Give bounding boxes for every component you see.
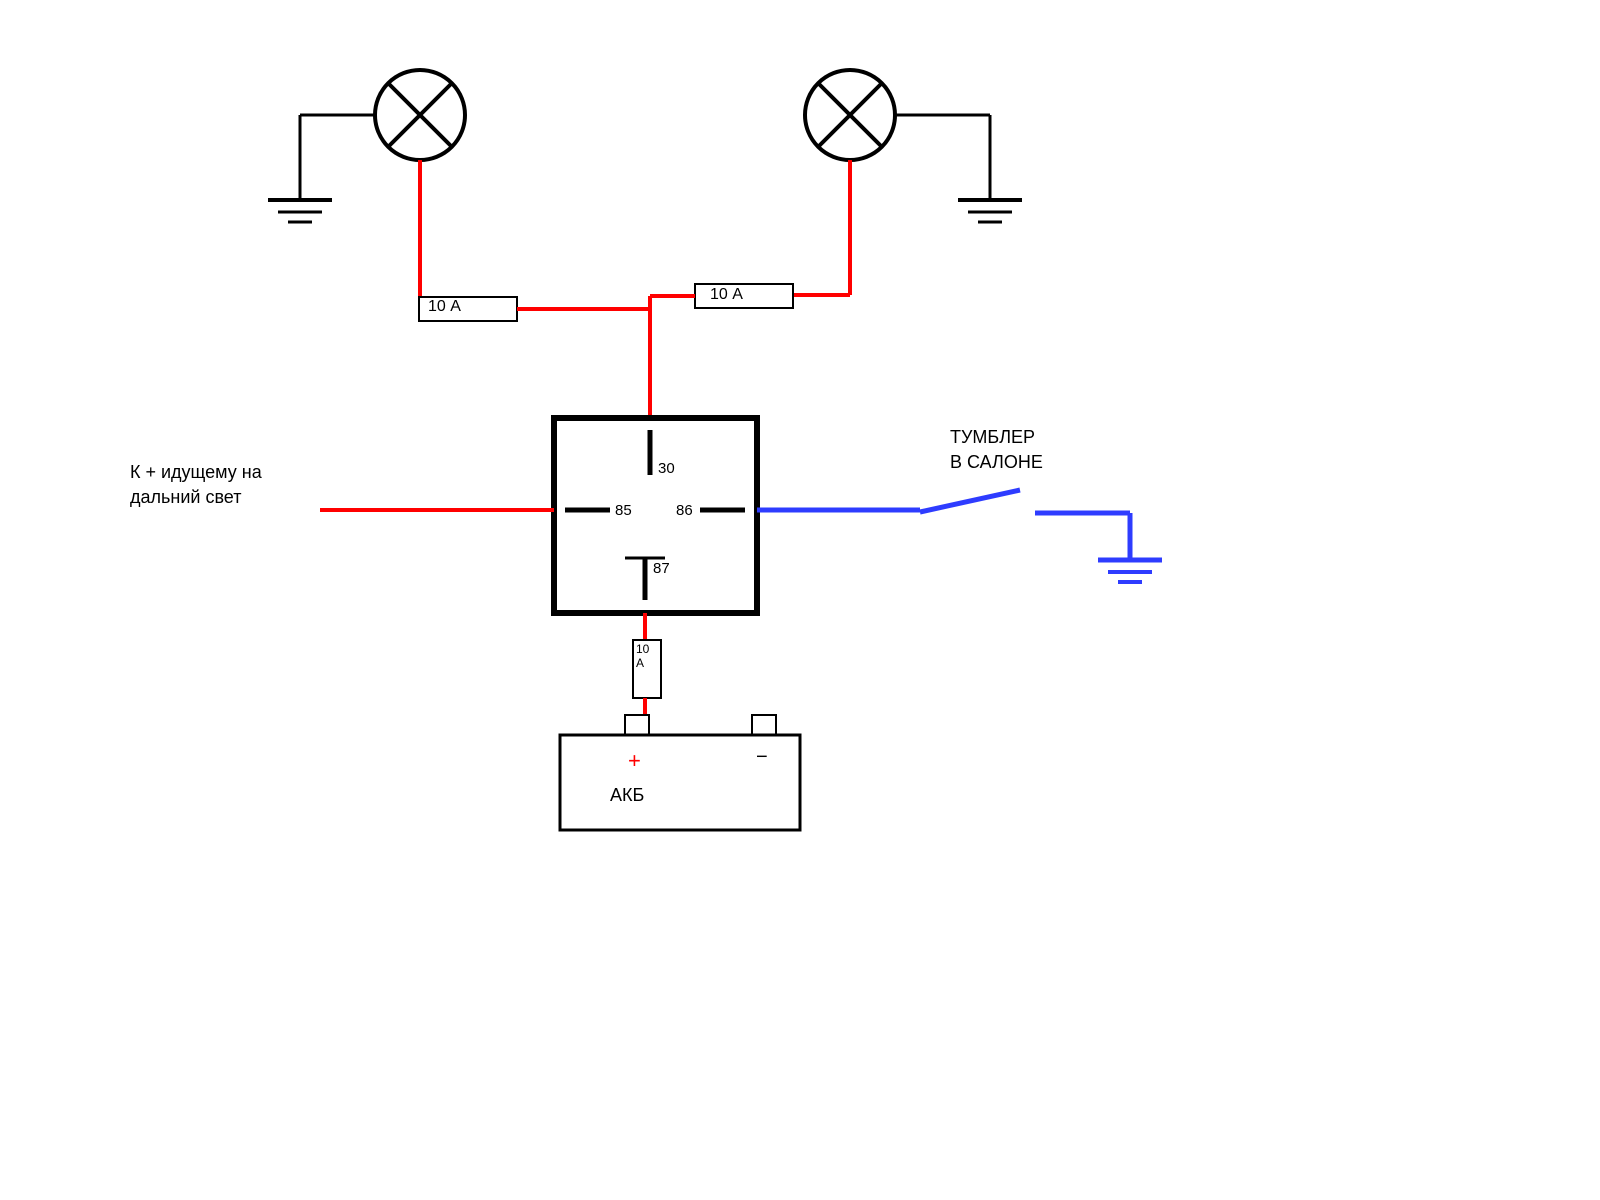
battery-terminal-plus (625, 715, 649, 735)
pin-86-label: 86 (676, 502, 693, 519)
battery-terminal-minus (752, 715, 776, 735)
pin-87-label: 87 (653, 560, 670, 577)
left-note: К + идущему на дальний свет (130, 460, 262, 510)
pin-30-label: 30 (658, 460, 675, 477)
switch-lever (920, 490, 1020, 512)
battery-label: АКБ (610, 785, 644, 806)
battery-plus-label: + (628, 748, 641, 774)
relay-box (554, 418, 757, 613)
battery-minus-label: − (756, 746, 768, 769)
wiring-diagram (0, 0, 1600, 1200)
pin-85-label: 85 (615, 502, 632, 519)
fuse-bottom-label: 10 А (636, 642, 649, 671)
fuse-left-label: 10 А (428, 298, 461, 316)
right-note: ТУМБЛЕР В САЛОНЕ (950, 425, 1043, 475)
fuse-right-label: 10 А (710, 286, 743, 304)
